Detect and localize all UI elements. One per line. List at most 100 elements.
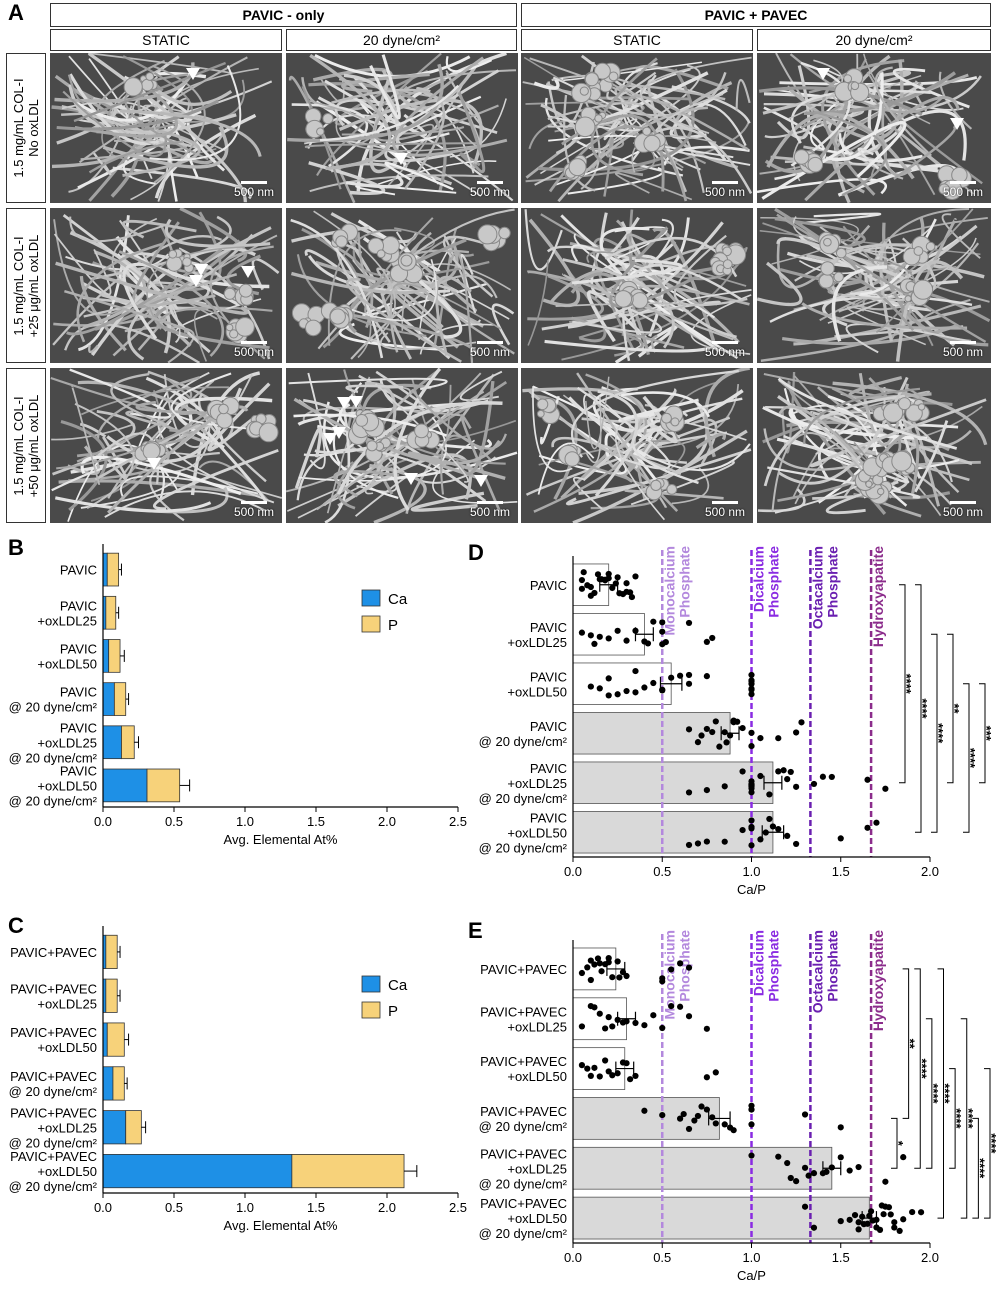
significance-bracket [902, 968, 910, 1119]
data-point [578, 1023, 586, 1030]
reference-line-label: Dicalcium [751, 546, 767, 612]
data-point [887, 1211, 894, 1218]
legend-label: P [388, 1003, 398, 1020]
data-point [712, 1069, 719, 1076]
data-point [748, 781, 755, 788]
data-point [748, 1121, 755, 1128]
data-point [712, 718, 719, 725]
data-point [859, 1213, 866, 1220]
arrowhead-marker [189, 275, 203, 287]
scale-bar-label: 500 nm [469, 345, 510, 359]
reference-line-label: Dicalcium [751, 930, 767, 996]
x-tick-label: 1.0 [236, 1200, 254, 1215]
significance-bracket [947, 633, 954, 784]
data-point [873, 1224, 880, 1231]
data-point [775, 825, 782, 833]
category-label: PAVIC [60, 685, 97, 700]
significance-bracket [972, 1117, 979, 1219]
panel-letter-a: A [8, 0, 24, 25]
group-header-pavic-only: PAVIC - only [50, 3, 517, 27]
arrowhead-marker [816, 68, 830, 80]
data-point [885, 1204, 893, 1211]
bar-p [112, 1066, 125, 1101]
x-tick-label: 0.0 [94, 1200, 112, 1215]
data-point [784, 1159, 791, 1167]
data-point [587, 1072, 594, 1079]
data-point [691, 1117, 698, 1124]
data-point [878, 1202, 885, 1209]
x-axis-label: Avg. Elemental At% [224, 1218, 338, 1233]
scale-bar-line [949, 181, 976, 184]
significance-bracket [984, 1068, 991, 1219]
scale-bar: 500 nm [470, 181, 510, 199]
sem-image: 500 nm [286, 368, 518, 523]
x-tick-label: 0.0 [94, 814, 112, 829]
bar-ca [102, 934, 107, 969]
category-label: @ 20 dyne/cm² [9, 1084, 98, 1099]
scale-bar: 500 nm [705, 341, 745, 359]
significance-bracket [914, 968, 921, 1169]
bar-ca [102, 595, 107, 630]
data-point [846, 1216, 853, 1223]
data-point [787, 768, 794, 776]
data-point [793, 1178, 800, 1185]
data-point [602, 577, 609, 584]
significance-stars: **** [938, 1083, 953, 1104]
x-tick-label: 1.5 [307, 814, 325, 829]
data-point [580, 569, 587, 576]
legend-label: P [388, 617, 398, 634]
significance-stars: ** [903, 1039, 918, 1050]
data-point [591, 1004, 598, 1011]
bar-ca-p [572, 613, 645, 656]
significance-stars: **** [949, 1108, 964, 1129]
data-point [860, 1221, 868, 1228]
data-point [668, 966, 675, 973]
scale-bar: 500 nm [470, 501, 510, 519]
data-point [900, 1154, 907, 1161]
category-label: PAVIC [530, 810, 567, 825]
reference-line-label: Phosphate [766, 546, 782, 618]
category-label: @ 20 dyne/cm² [479, 734, 568, 749]
data-point [721, 783, 728, 790]
data-point [703, 787, 710, 794]
category-label: +oxLDL50 [37, 778, 97, 793]
bar-ca-p [572, 1196, 870, 1240]
category-label: PAVIC+PAVEC [10, 945, 97, 960]
data-point [685, 789, 693, 796]
data-point [614, 691, 621, 698]
x-tick-label: 1.0 [742, 1250, 760, 1265]
category-label: PAVIC+PAVEC [10, 1149, 97, 1164]
data-point [685, 964, 693, 971]
scale-bar-label: 500 nm [942, 345, 983, 359]
data-point [632, 627, 639, 634]
bar-ca [102, 552, 108, 587]
sem-image: 500 nm [521, 53, 753, 203]
data-point [605, 570, 612, 578]
data-point [784, 832, 791, 840]
category-label: PAVIC+PAVEC [480, 1104, 567, 1119]
data-point [703, 838, 710, 845]
data-point [769, 823, 777, 830]
scale-bar-line [949, 501, 976, 504]
scale-bar-label: 500 nm [704, 185, 745, 199]
data-point [709, 634, 716, 642]
data-point [609, 1023, 616, 1030]
data-point [623, 687, 630, 695]
sem-image: 500 nm [50, 53, 282, 203]
data-point [578, 576, 586, 584]
arrowhead-marker [349, 396, 363, 408]
legend-swatch [361, 589, 381, 607]
data-point [619, 590, 627, 598]
data-point [876, 1226, 884, 1233]
data-point [867, 1208, 875, 1215]
data-point [614, 1016, 621, 1023]
bar-p [108, 639, 121, 673]
scale-bar-label: 500 nm [469, 185, 510, 199]
x-tick-label: 0.5 [165, 814, 183, 829]
category-label: PAVIC+PAVEC [10, 1025, 97, 1040]
data-point [882, 1203, 889, 1210]
data-point [641, 1107, 648, 1114]
data-point [677, 1115, 684, 1122]
sem-image: 500 nm [50, 368, 282, 523]
category-label: +oxLDL50 [507, 1211, 567, 1226]
